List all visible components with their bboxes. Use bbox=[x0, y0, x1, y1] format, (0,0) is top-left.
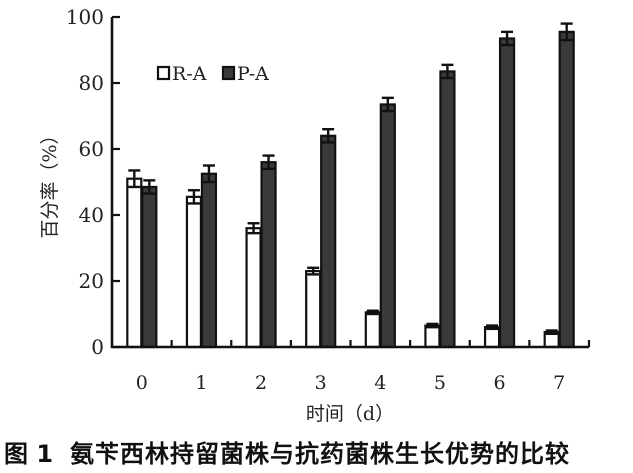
x-tick-label: 4 bbox=[374, 372, 386, 394]
x-tick-label: 7 bbox=[553, 372, 565, 394]
bar-p-a bbox=[379, 103, 396, 349]
legend-label-p-a: P-A bbox=[237, 63, 269, 85]
axes: 0 1 2 3 4 5 6 7 0 20 40 60 80 100 bbox=[66, 5, 591, 394]
error-bar bbox=[262, 154, 275, 171]
x-axis-label: 时间（d） bbox=[306, 403, 394, 425]
y-tick-label: 100 bbox=[66, 5, 104, 29]
error-bar bbox=[143, 179, 156, 195]
legend-label-r-a: R-A bbox=[172, 63, 207, 85]
x-tick-label: 1 bbox=[195, 372, 207, 394]
bar-p-a bbox=[439, 70, 456, 349]
legend-swatch-p-a bbox=[221, 65, 236, 81]
y-axis-label: 百分率（%） bbox=[39, 125, 61, 238]
error-bar bbox=[307, 266, 320, 276]
bar-r-a bbox=[364, 311, 381, 349]
bar-r-a bbox=[305, 270, 322, 349]
error-bar bbox=[545, 329, 558, 335]
bar-chart: 0 1 2 3 4 5 6 7 0 20 40 60 80 100 R-A P-A 时间（d） 百分率（%） bbox=[39, 5, 591, 425]
error-bar bbox=[560, 22, 573, 42]
bar-r-a bbox=[424, 324, 441, 349]
y-tick-label: 20 bbox=[79, 269, 104, 293]
error-bar bbox=[202, 164, 215, 184]
bar-p-a bbox=[141, 185, 158, 349]
error-bar bbox=[426, 322, 439, 329]
bar-group bbox=[126, 169, 158, 349]
legend-swatch-r-a bbox=[156, 65, 171, 81]
chart-legend: R-A P-A bbox=[156, 63, 269, 85]
x-tick-label: 0 bbox=[136, 372, 148, 394]
y-tick-label: 40 bbox=[79, 203, 104, 227]
bar-group bbox=[483, 30, 516, 349]
error-bar bbox=[366, 309, 379, 316]
bar-group bbox=[245, 154, 277, 349]
bar-group bbox=[305, 127, 337, 349]
bar-p-a bbox=[320, 134, 337, 349]
bar-group bbox=[424, 63, 456, 349]
x-tick-label: 6 bbox=[494, 372, 506, 394]
x-tick-label: 5 bbox=[434, 372, 446, 394]
bar-p-a bbox=[498, 37, 516, 349]
bar-r-a bbox=[245, 227, 262, 349]
figure-number: 图 1 bbox=[4, 440, 54, 468]
error-bar bbox=[187, 189, 200, 205]
bar-group bbox=[364, 96, 396, 349]
y-tick-label: 80 bbox=[79, 71, 104, 95]
bar-r-a bbox=[126, 177, 143, 349]
error-bar bbox=[381, 96, 394, 113]
bar-p-a bbox=[200, 172, 218, 349]
error-bar bbox=[441, 63, 454, 80]
bar-r-a bbox=[185, 195, 203, 349]
error-bar bbox=[322, 127, 335, 144]
figure-title: 氨苄西林持留菌株与抗药菌株生长优势的比较 bbox=[70, 440, 570, 468]
error-bar bbox=[128, 169, 141, 189]
bar-p-a bbox=[558, 30, 575, 349]
x-tick-label: 2 bbox=[255, 372, 267, 394]
bar-r-a bbox=[483, 326, 501, 349]
bar-group bbox=[543, 22, 575, 349]
figure-caption: 图 1 氨苄西林持留菌株与抗药菌株生长优势的比较 bbox=[0, 432, 633, 472]
bar-p-a bbox=[260, 161, 277, 349]
error-bar bbox=[486, 324, 499, 331]
y-tick-label: 60 bbox=[79, 137, 104, 161]
bar-group bbox=[185, 164, 218, 349]
error-bar bbox=[247, 222, 260, 235]
error-bar bbox=[501, 30, 514, 47]
y-tick-label: 0 bbox=[91, 335, 104, 359]
x-tick-label: 3 bbox=[315, 372, 327, 394]
